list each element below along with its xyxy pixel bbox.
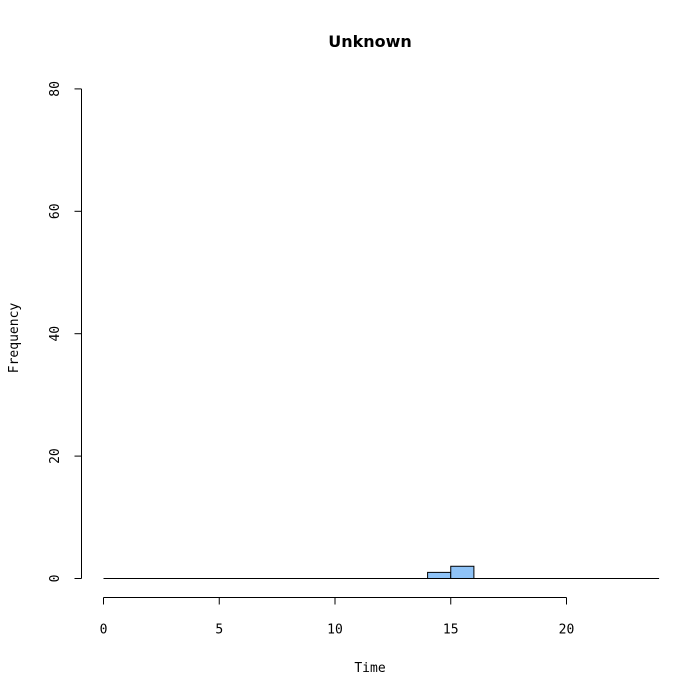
y-tick-label-0: 0 [48,575,63,583]
x-tick-label-4: 20 [559,623,575,638]
bars-group [103,565,660,580]
y-axis-label: Frequency [7,303,22,374]
histogram-bar-15 [450,565,475,580]
x-tick-label-1: 5 [215,623,223,638]
histogram-bar-14 [427,571,452,580]
x-tick-label-2: 10 [327,623,343,638]
y-tick-label-3: 60 [48,203,63,219]
x-axis: 0 5 10 15 20 [100,597,575,638]
y-tick-label-4: 80 [48,81,63,97]
y-tick-label-1: 20 [48,448,63,464]
x-tick-label-3: 15 [443,623,459,638]
x-axis-label: Time [354,661,385,676]
chart-title: Unknown [328,32,412,51]
y-axis: 0 20 40 60 80 [48,81,82,582]
y-tick-label-2: 40 [48,326,63,342]
x-tick-label-0: 0 [100,623,108,638]
